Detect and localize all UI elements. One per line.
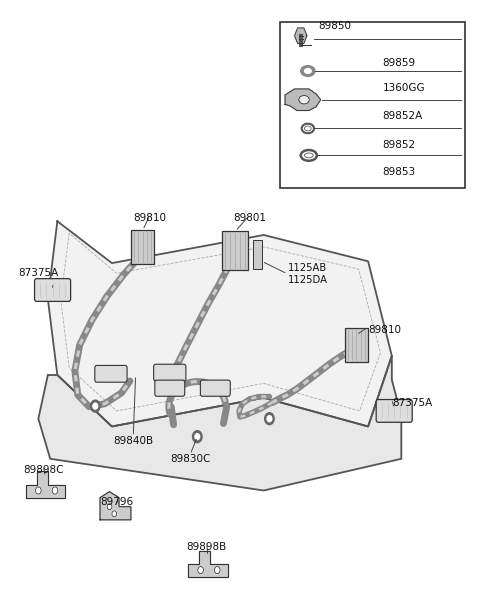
FancyBboxPatch shape — [35, 278, 71, 301]
Ellipse shape — [304, 69, 311, 74]
Text: 1125AB: 1125AB — [288, 263, 327, 273]
Circle shape — [52, 487, 58, 494]
Polygon shape — [100, 492, 131, 520]
Circle shape — [112, 511, 117, 517]
Circle shape — [36, 487, 41, 494]
Ellipse shape — [304, 126, 311, 131]
Text: 89898C: 89898C — [23, 464, 63, 475]
Circle shape — [192, 431, 202, 443]
Circle shape — [264, 413, 274, 425]
Circle shape — [195, 434, 200, 440]
Bar — [280, 22, 466, 188]
Polygon shape — [285, 89, 321, 111]
Circle shape — [198, 567, 204, 574]
Text: 89898B: 89898B — [187, 542, 227, 553]
Circle shape — [91, 400, 100, 412]
Text: 89852A: 89852A — [383, 112, 422, 121]
Circle shape — [93, 403, 97, 409]
FancyBboxPatch shape — [95, 365, 127, 382]
Ellipse shape — [301, 66, 315, 76]
Polygon shape — [25, 471, 65, 498]
Text: 1360GG: 1360GG — [383, 83, 425, 93]
Polygon shape — [38, 356, 401, 490]
Text: 89801: 89801 — [233, 213, 266, 223]
Text: 89810: 89810 — [133, 213, 167, 223]
Text: 87375A: 87375A — [18, 268, 59, 278]
Text: 89830C: 89830C — [170, 454, 210, 464]
Bar — [132, 230, 154, 265]
Text: 1125DA: 1125DA — [288, 275, 327, 285]
Bar — [253, 240, 262, 269]
Text: 87375A: 87375A — [392, 397, 432, 408]
Circle shape — [267, 416, 272, 422]
Text: 89852: 89852 — [383, 140, 416, 150]
Text: 89853: 89853 — [383, 167, 416, 176]
Polygon shape — [188, 551, 228, 577]
FancyBboxPatch shape — [376, 400, 412, 422]
Bar — [222, 231, 248, 270]
Text: 89859: 89859 — [383, 57, 416, 68]
FancyBboxPatch shape — [200, 380, 230, 396]
Ellipse shape — [299, 95, 309, 104]
Text: 89796: 89796 — [100, 498, 133, 507]
Text: 89840B: 89840B — [113, 436, 153, 446]
Bar — [345, 328, 368, 362]
Polygon shape — [48, 221, 392, 426]
Ellipse shape — [304, 153, 313, 158]
Polygon shape — [295, 28, 307, 43]
FancyBboxPatch shape — [155, 380, 185, 396]
FancyBboxPatch shape — [154, 364, 186, 381]
Circle shape — [107, 504, 112, 510]
Circle shape — [215, 567, 220, 574]
Text: 89810: 89810 — [368, 325, 401, 335]
Text: 89850: 89850 — [318, 21, 351, 31]
